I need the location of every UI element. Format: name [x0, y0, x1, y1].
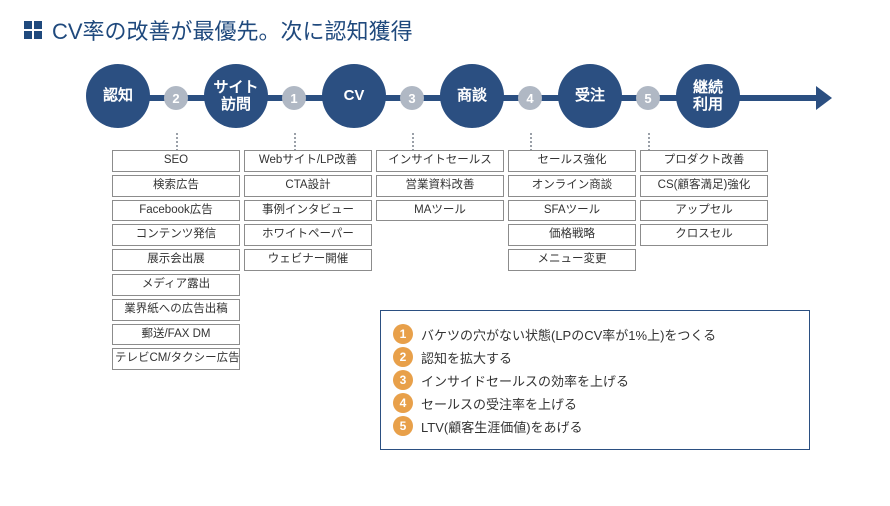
connector-4 [648, 133, 650, 151]
stage-badge-4: 4 [518, 86, 542, 110]
stage-badge-1: 1 [282, 86, 306, 110]
tactic-cell: コンテンツ発信 [112, 224, 240, 246]
tactic-cell: アップセル [640, 200, 768, 222]
stage-1: サイト訪問 [204, 64, 268, 128]
tactic-cell: メディア露出 [112, 274, 240, 296]
tactic-cell: 営業資料改善 [376, 175, 504, 197]
legend-text: インサイドセールスの効率を上げる [421, 371, 629, 390]
tactic-cell: オンライン商談 [508, 175, 636, 197]
stage-3: 商談 [440, 64, 504, 128]
tactic-cell: 業界紙への広告出稿 [112, 299, 240, 321]
legend-text: セールスの受注率を上げる [421, 394, 577, 413]
stage-badge-2: 2 [164, 86, 188, 110]
tactic-column-3: セールス強化オンライン商談 SFAツール価格戦略メニュー変更 [508, 150, 636, 271]
tactic-cell: MAツール [376, 200, 504, 222]
tactic-column-2: インサイトセールス営業資料改善 MAツール [376, 150, 504, 221]
funnel-flow: 認知サイト訪問 CV 商談受注継続利用 2 1 3 4 5 [86, 64, 836, 136]
legend-badge: 1 [393, 324, 413, 344]
legend-badge: 5 [393, 416, 413, 436]
tactic-cell: SFAツール [508, 200, 636, 222]
tactic-cell: 価格戦略 [508, 224, 636, 246]
tactic-cell: 事例インタビュー [244, 200, 372, 222]
legend-badge: 4 [393, 393, 413, 413]
stage-5: 継続利用 [676, 64, 740, 128]
tactic-cell: ホワイトペーパー [244, 224, 372, 246]
legend-badge: 3 [393, 370, 413, 390]
stage-2: CV [322, 64, 386, 128]
tactic-cell: 郵送/FAX DM [112, 324, 240, 346]
stage-badge-3: 3 [400, 86, 424, 110]
stage-4: 受注 [558, 64, 622, 128]
tactic-column-0: SEO 検索広告 Facebook広告コンテンツ発信展示会出展メディア露出業界紙への… [112, 150, 240, 370]
tactic-cell: 展示会出展 [112, 249, 240, 271]
tactic-cell: セールス強化 [508, 150, 636, 172]
tactic-column-1: Webサイト/LP改善 CTA設計事例インタビューホワイトペーパーウェビナー開催 [244, 150, 372, 271]
tactic-cell: ウェビナー開催 [244, 249, 372, 271]
tactic-cell: CTA設計 [244, 175, 372, 197]
tactic-cell: クロスセル [640, 224, 768, 246]
flow-arrow-icon [816, 86, 832, 110]
tactic-cell: プロダクト改善 [640, 150, 768, 172]
legend-text: バケツの穴がない状態(LPのCV率が1%上)をつくる [421, 325, 716, 344]
tactic-column-4: プロダクト改善 CS(顧客満足)強化アップセルクロスセル [640, 150, 768, 246]
grid-icon [24, 21, 42, 39]
stage-badge-5: 5 [636, 86, 660, 110]
tactic-cell: インサイトセールス [376, 150, 504, 172]
tactic-cell: Facebook広告 [112, 200, 240, 222]
tactic-cell: メニュー変更 [508, 249, 636, 271]
tactic-cell: SEO [112, 150, 240, 172]
legend-row-3: 3 インサイドセールスの効率を上げる [393, 370, 797, 390]
legend-row-1: 1 バケツの穴がない状態(LPのCV率が1%上)をつくる [393, 324, 797, 344]
page-title: CV率の改善が最優先。次に認知獲得 [52, 14, 413, 46]
priority-legend: 1 バケツの穴がない状態(LPのCV率が1%上)をつくる 2 認知を拡大する 3 インサイ… [380, 310, 810, 450]
legend-row-5: 5 LTV(顧客生涯価値)をあげる [393, 416, 797, 436]
legend-text: 認知を拡大する [421, 348, 512, 367]
legend-row-4: 4 セールスの受注率を上げる [393, 393, 797, 413]
tactic-cell: テレビCM/タクシー広告 [112, 348, 240, 370]
title-row: CV率の改善が最優先。次に認知獲得 [0, 0, 890, 46]
connector-2 [412, 133, 414, 151]
legend-text: LTV(顧客生涯価値)をあげる [421, 417, 583, 436]
stage-0: 認知 [86, 64, 150, 128]
tactic-cell: CS(顧客満足)強化 [640, 175, 768, 197]
connector-3 [530, 133, 532, 151]
connector-0 [176, 133, 178, 151]
legend-badge: 2 [393, 347, 413, 367]
tactic-cell: Webサイト/LP改善 [244, 150, 372, 172]
connector-1 [294, 133, 296, 151]
legend-row-2: 2 認知を拡大する [393, 347, 797, 367]
tactic-cell: 検索広告 [112, 175, 240, 197]
